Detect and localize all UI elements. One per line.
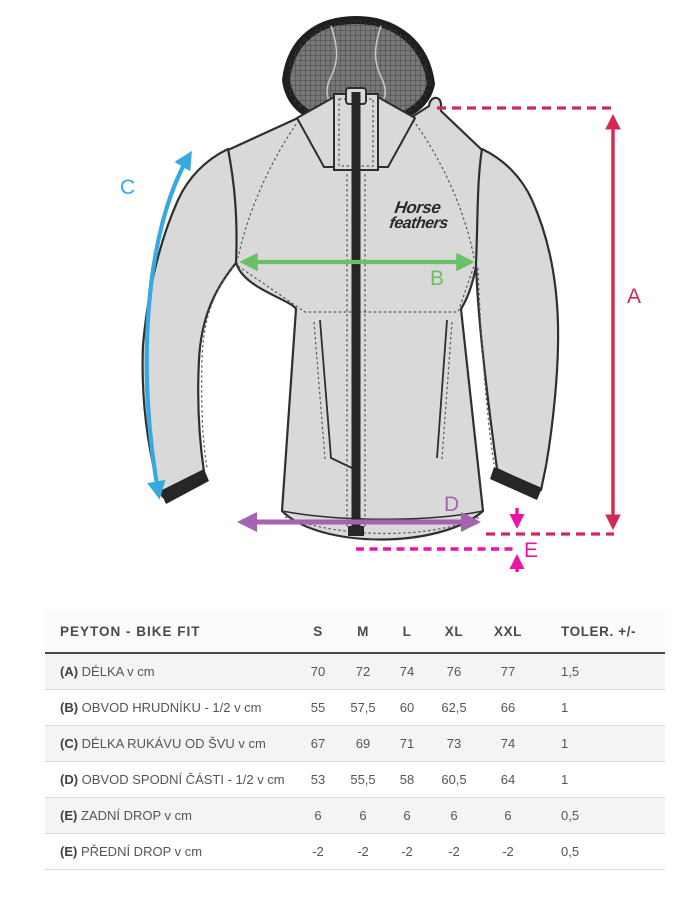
row-value: 6 [359, 808, 367, 823]
brand-logo-line1: Horse [393, 198, 442, 217]
row-label: (C) DÉLKA RUKÁVU OD ŠVU v cm [60, 736, 266, 751]
left-shoulder-seam [237, 119, 300, 259]
table-row: (C) DÉLKA RUKÁVU OD ŠVU v cm 67 69 71 73 74 1 [45, 726, 665, 762]
measurement-annotations: A B C D E [120, 106, 641, 572]
chest-seam [237, 265, 475, 313]
size-table-header: PEYTON - BIKE FIT S M L XL XXL TOLER. +/… [45, 610, 665, 654]
table-row: (D) OBVOD SPODNÍ ČÁSTI - 1/2 v cm 53 55,5 5… [45, 762, 665, 798]
table-row: (B) OBVOD HRUDNÍKU - 1/2 v cm 55 57,5 60 62,… [45, 690, 665, 726]
row-value: 58 [399, 772, 415, 787]
row-value: 74 [500, 736, 516, 751]
row-value: 67 [310, 736, 326, 751]
row-label: (A) DÉLKA v cm [60, 664, 155, 679]
row-value: 60,5 [441, 772, 467, 787]
measure-e-label: E [524, 539, 538, 562]
jacket-size-diagram: Horse feathers A B C D E [120, 16, 641, 572]
row-value: -2 [312, 844, 324, 859]
row-value: -2 [502, 844, 514, 859]
table-title: PEYTON - BIKE FIT [60, 623, 201, 639]
row-value: 1 [561, 772, 569, 787]
row-value: -2 [448, 844, 460, 859]
size-table: PEYTON - BIKE FIT S M L XL XXL TOLER. +/… [45, 610, 665, 870]
row-value: 6 [450, 808, 458, 823]
left-pocket-edge [319, 319, 353, 469]
row-label: (B) OBVOD HRUDNÍKU - 1/2 v cm [60, 700, 262, 715]
measure-c-label: C [120, 176, 135, 199]
brand-logo-line2: feathers [388, 214, 449, 232]
row-value: 57,5 [350, 700, 376, 715]
row-value: 76 [446, 664, 462, 679]
measure-a-label: A [627, 285, 641, 308]
row-value: 53 [310, 772, 326, 787]
row-value: 1 [561, 700, 569, 715]
table-row: (E) PŘEDNÍ DROP v cm -2 -2 -2 -2 -2 0,5 [45, 834, 665, 870]
row-value: 0,5 [561, 808, 580, 823]
jacket-left-sleeve [141, 147, 238, 499]
row-value: 69 [355, 736, 371, 751]
brand-logo: Horse feathers [388, 198, 449, 232]
measure-b-label: B [430, 267, 444, 290]
row-value: 72 [355, 664, 371, 679]
table-row: (E) ZADNÍ DROP v cm 6 6 6 6 6 0,5 [45, 798, 665, 834]
row-value: 6 [314, 808, 322, 823]
row-label: (E) ZADNÍ DROP v cm [60, 808, 192, 823]
row-label: (E) PŘEDNÍ DROP v cm [60, 844, 203, 859]
hood-mesh [286, 20, 431, 119]
row-value: -2 [357, 844, 369, 859]
row-value: 64 [500, 772, 516, 787]
row-value: 73 [446, 736, 462, 751]
jacket-illustration: Horse feathers [141, 16, 560, 541]
row-value: 74 [399, 664, 415, 679]
row-value: 66 [500, 700, 516, 715]
col-header-xl: XL [444, 623, 464, 639]
right-shoulder-seam [412, 119, 475, 259]
row-value: 70 [310, 664, 326, 679]
row-value: 6 [403, 808, 411, 823]
row-value: 55,5 [350, 772, 376, 787]
row-value: 60 [399, 700, 415, 715]
row-value: 71 [399, 736, 415, 751]
col-header-s: S [313, 623, 323, 639]
right-pocket-edge [436, 319, 448, 459]
col-header-xxl: XXL [493, 623, 523, 639]
row-value: 77 [500, 664, 516, 679]
row-value: 62,5 [441, 700, 467, 715]
zipper-end [348, 526, 364, 536]
jacket-right-sleeve [474, 147, 560, 492]
size-table-body: (A) DÉLKA v cm 70 72 74 76 77 1,5 (B) OBVOD HRU… [45, 654, 665, 870]
row-value: 0,5 [561, 844, 580, 859]
table-row: (A) DÉLKA v cm 70 72 74 76 77 1,5 [45, 654, 665, 690]
zipper [351, 92, 361, 532]
row-value: -2 [401, 844, 413, 859]
row-label: (D) OBVOD SPODNÍ ČÁSTI - 1/2 v cm [60, 772, 285, 787]
right-cuff [490, 467, 542, 500]
row-value: 6 [504, 808, 512, 823]
row-value: 55 [310, 700, 326, 715]
col-header-m: M [357, 623, 369, 639]
col-header-tolerance: TOLER. +/- [561, 623, 637, 639]
measure-d-label: D [444, 493, 459, 516]
measure-c-arrow [144, 150, 192, 500]
row-value: 1 [561, 736, 569, 751]
col-header-l: L [402, 623, 412, 639]
row-value: 1,5 [561, 664, 580, 679]
